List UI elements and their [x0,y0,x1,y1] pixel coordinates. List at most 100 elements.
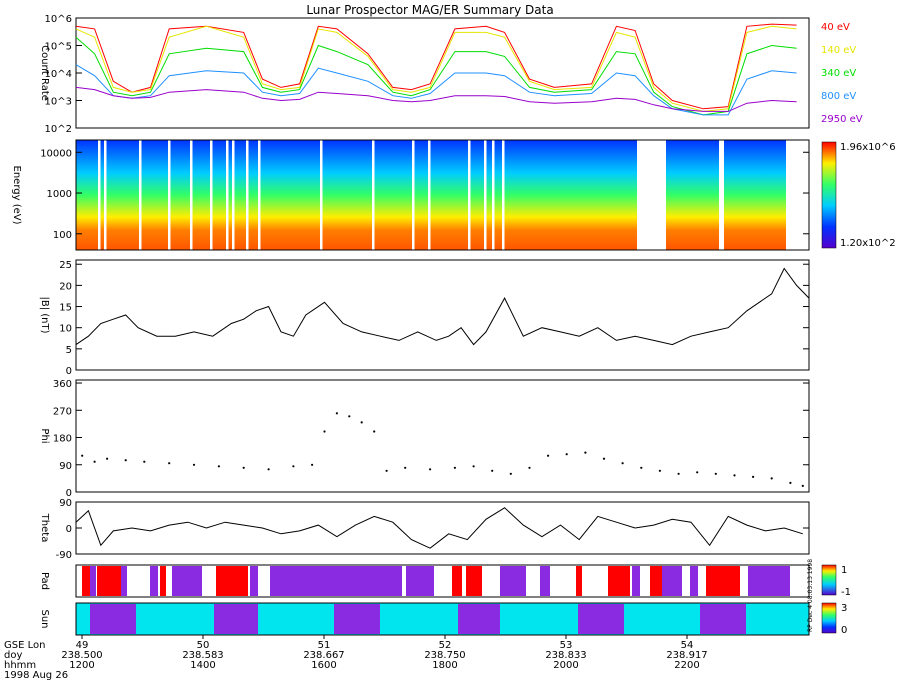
phi-point [770,477,773,480]
phi-point [124,459,127,462]
pad-block [662,566,682,596]
footer-hhmm-tick: 1600 [311,660,336,671]
sun-strip-ylabel: Sun [39,609,50,628]
legend-entry: 340 eV [821,68,856,79]
sun-block [458,604,500,634]
legend-entry: 40 eV [821,22,850,33]
phi-ytick-label: 90 [59,461,72,472]
pad-block [608,566,630,596]
field-magnitude-ylabel: |B| (nT) [39,296,50,333]
energy-legend: 40 eV 140 eV 340 eV 800 eV 2950 eV [821,22,863,125]
footer-label-doy: doy [4,650,22,661]
count-rate-panel: Count Rate 10^2 10^3 10^4 10^5 10^6 40 eV 140… [39,14,863,135]
phi-point [242,466,245,469]
field-magnitude-ytick-label: 20 [59,281,72,292]
count-rate-ytick-label: 10^3 [45,97,72,108]
phi-point [752,475,755,478]
legend-entry: 140 eV [821,45,856,56]
phi-point [565,453,568,456]
pad-block [406,566,434,596]
footer-doy-tick: 238.667 [303,650,344,661]
theta-ytick-label: 90 [59,498,72,509]
pad-block [97,566,121,596]
spectrogram-data-gap [372,140,375,250]
pad-block [452,566,462,596]
count-rate-ytick-label: 10^2 [45,124,72,135]
phi-point [714,472,717,475]
phi-point [640,466,643,469]
footer-label-lon: GSE Lon [4,640,45,651]
footer-lon-tick: 52 [439,640,452,651]
spectrogram-ytick-label: 10000 [40,148,72,159]
spectrogram-ylabel: Energy (eV) [11,166,22,225]
pad-block [160,566,166,596]
phi-point [106,457,109,460]
phi-point [143,460,146,463]
theta-panel: Theta -90 0 90 [39,498,810,561]
legend-entry: 800 eV [821,91,856,102]
figure-title: Lunar Prospector MAG/ER Summary Data [306,3,553,17]
pad-block [150,566,158,596]
footer-doy-tick: 238.833 [545,650,586,661]
pad-block [270,566,402,596]
footer-lon-tick: 50 [197,640,210,651]
spectrogram-data-gap [412,140,415,250]
footer-lon-tick: 51 [318,640,331,651]
phi-point [547,454,550,457]
spectrogram-ytick-label: 1000 [47,189,72,200]
count-rate-ytick-label: 10^5 [45,42,72,53]
pad-block [82,566,90,596]
pad-block [172,566,202,596]
footer-hhmm-tick: 1800 [432,660,457,671]
phi-point [373,430,376,433]
footer-doy-tick: 238.750 [424,650,465,661]
pad-strip-panel: Pad 1 -1 [39,564,851,598]
spectrogram-ytick-label: 100 [53,230,72,241]
spectrogram-frame [75,139,810,251]
phi-point [348,415,351,418]
spectrogram-data-gap [139,140,142,250]
sun-block [334,604,380,634]
spectrogram-data-gap [428,140,431,250]
phi-point [360,421,363,424]
footer-hhmm-tick: 2200 [674,660,699,671]
spectrogram-heatmap-end [724,140,786,250]
phi-point [472,465,475,468]
spectrogram-heatmap-late [666,140,719,250]
phi-point [311,463,314,466]
spectrogram-data-gap [502,140,505,250]
pad-block [90,566,96,596]
footer-doy-tick: 238.917 [666,650,707,661]
phi-point [404,466,407,469]
field-magnitude-panel: |B| (nT) 0 5 10 15 20 25 [39,259,810,377]
sun-colorbar-min: 0 [841,625,847,636]
pad-block [121,566,127,596]
count-rate-series-line [75,86,797,112]
count-rate-series-line [75,36,797,116]
spectrogram-data-gap [258,140,261,250]
count-rate-ytick-label: 10^6 [45,14,72,25]
sun-strip-bg [76,603,809,635]
phi-ytick-label: 0 [66,488,72,499]
footer-doy-tick: 238.583 [182,650,223,661]
field-magnitude-ytick-label: 0 [66,366,72,377]
spectrogram-colorbar [821,141,837,249]
footer-hhmm-tick: 1200 [69,660,94,671]
legend-entry: 2950 eV [821,114,863,125]
spectrogram-data-gap [468,140,471,250]
pad-block [690,566,698,596]
phi-point [168,462,171,465]
field-magnitude-ytick-label: 25 [59,260,72,271]
phi-point [323,430,326,433]
spectrogram-data-gap [104,140,107,250]
spectrogram-data-gap [320,140,323,250]
sun-colorbar-max: 3 [841,603,847,614]
footer-lon-tick: 54 [681,640,694,651]
field-magnitude-ytick-label: 15 [59,303,72,314]
phi-point [509,472,512,475]
phi-point [528,466,531,469]
spectrogram-panel: Energy (eV) 100 1000 10000 1.96x10^6 1.20x… [11,139,896,251]
phi-point [192,463,196,466]
spectrogram-data-gap [190,140,193,250]
